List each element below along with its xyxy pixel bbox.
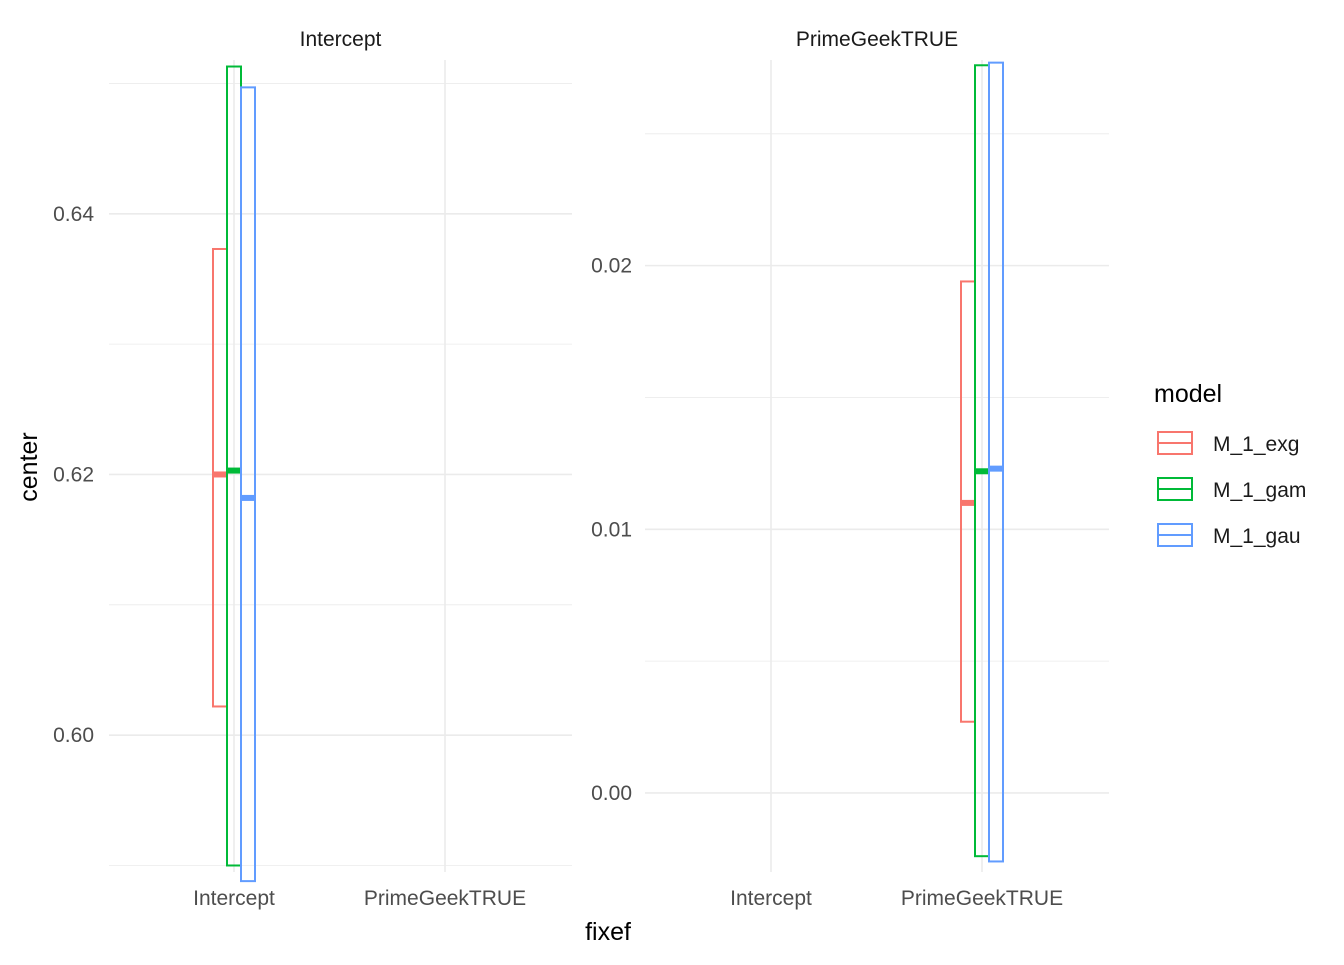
x-tick-label: PrimeGeekTRUE	[901, 887, 1063, 910]
legend-key-M_1_gam	[1157, 477, 1193, 501]
y-tick-label: 0.62	[53, 463, 94, 486]
facet-strip-label: Intercept	[300, 28, 382, 51]
legend-label: M_1_gam	[1213, 479, 1306, 502]
y-tick-label: 0.60	[53, 724, 94, 747]
legend-key-M_1_gau	[1157, 523, 1193, 547]
facet-strip-label: PrimeGeekTRUE	[796, 28, 958, 51]
x-tick-label: PrimeGeekTRUE	[364, 887, 526, 910]
crossbar-M_1_exg	[212, 247, 228, 708]
y-tick-label: 0.64	[53, 203, 94, 226]
facet-panel: 0.00 0.01 0.02 Intercept PrimeGeekTRUE PrimeG…	[591, 28, 1109, 910]
x-axis-title: fixef	[585, 918, 631, 946]
y-axis-title: center	[15, 432, 43, 501]
legend: model M_1_exg M_1_gam M_1_gau	[1154, 380, 1306, 548]
crossbar-M_1_gau	[988, 61, 1004, 863]
legend-label: M_1_exg	[1213, 433, 1299, 456]
legend-title: model	[1154, 380, 1222, 408]
y-tick-label: 0.00	[591, 782, 632, 805]
y-tick-label: 0.01	[591, 518, 632, 541]
crossbar-M_1_gau	[240, 86, 256, 883]
x-tick-label: Intercept	[730, 887, 812, 910]
x-tick-label: Intercept	[193, 887, 275, 910]
facet-panel: 0.60 0.62 0.64 Intercept PrimeGeekTRUE Interc…	[53, 28, 572, 910]
facets: 0.60 0.62 0.64 Intercept PrimeGeekTRUE Interc…	[53, 28, 1109, 910]
y-tick-label: 0.02	[591, 255, 632, 278]
legend-key-M_1_exg	[1157, 431, 1193, 455]
legend-label: M_1_gau	[1213, 525, 1301, 548]
